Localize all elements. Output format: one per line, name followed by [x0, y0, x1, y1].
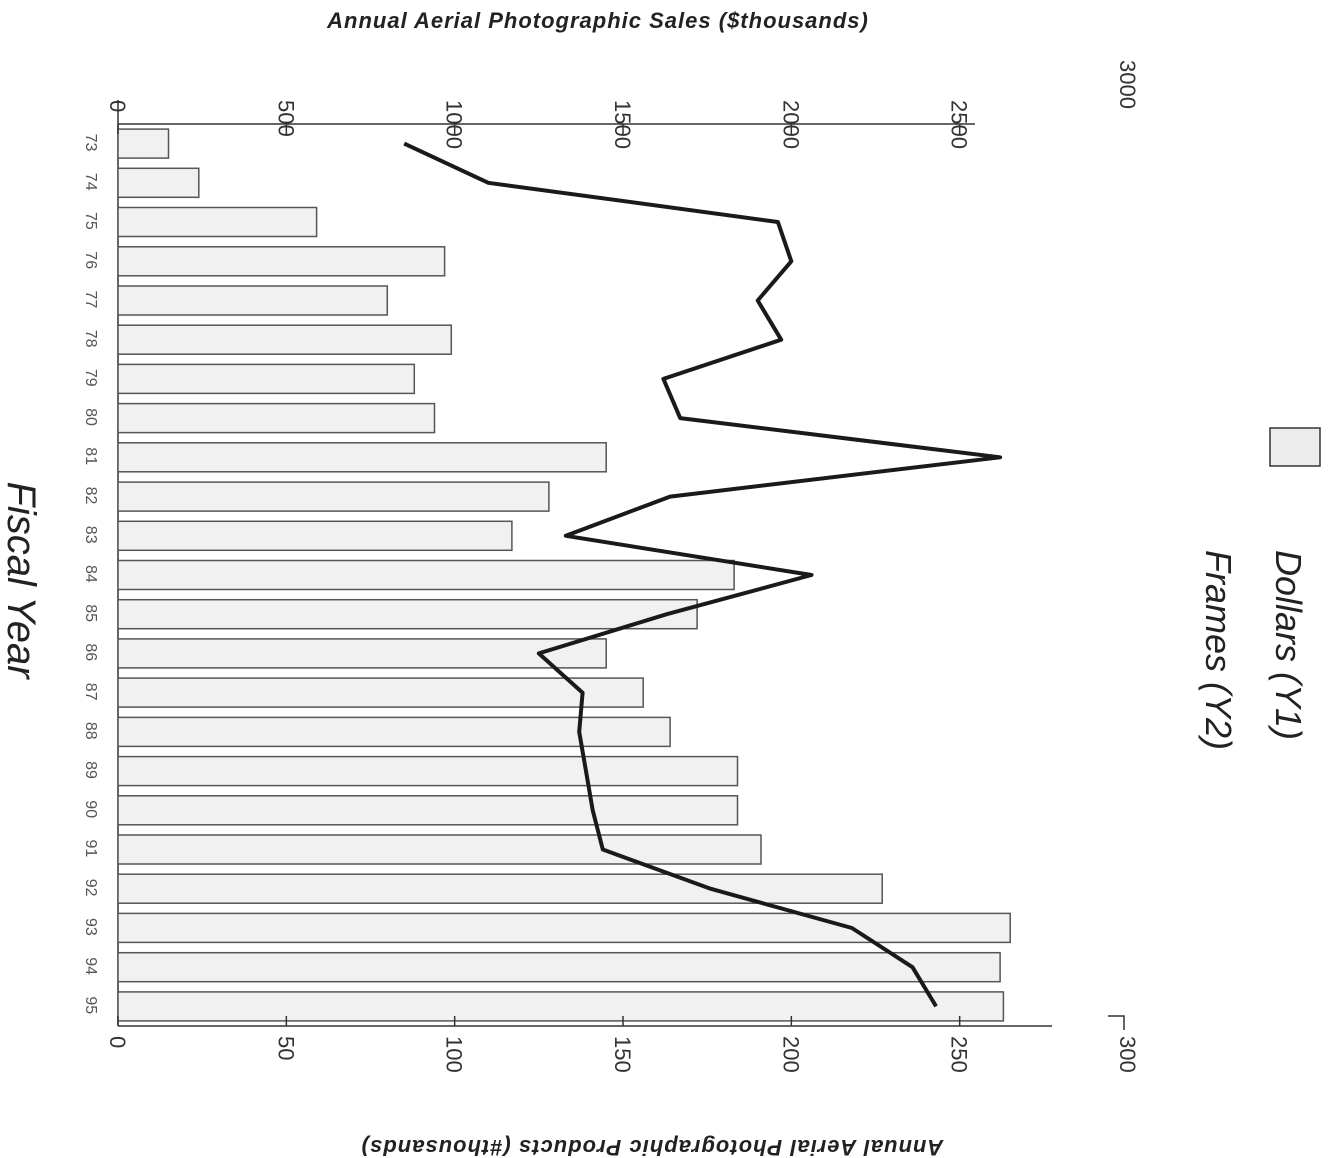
y2-tick-label: 100	[442, 1036, 467, 1073]
category-labels-group: 73 74 75 76 77 78 79 80 81 82 83 84 85 86 87 88 89 90 91 92…	[82, 134, 99, 1015]
legend-entry-frames: Frames (Y2)	[1198, 550, 1239, 750]
y2-ticks-group: 0 50 100 150 200 250 300	[105, 1015, 1140, 1073]
legend-swatch	[1269, 427, 1321, 467]
bar-frames-93	[117, 912, 1011, 944]
bar-frames-75	[117, 206, 318, 238]
category-label-91: 91	[82, 840, 99, 858]
category-label-75: 75	[82, 212, 99, 230]
category-label-78: 78	[82, 330, 99, 348]
category-label-81: 81	[82, 447, 99, 465]
category-label-76: 76	[82, 251, 99, 269]
bar-frames-89	[117, 755, 739, 787]
category-label-86: 86	[82, 643, 99, 661]
y2-tick-label: 250	[947, 1036, 972, 1073]
y2-tick-label: 200	[778, 1036, 803, 1073]
y1-tick-label: 500	[273, 100, 298, 137]
category-label-95: 95	[82, 996, 99, 1014]
y1-tick-label: 1500	[610, 100, 635, 149]
category-label-79: 79	[82, 369, 99, 387]
bar-frames-83	[117, 520, 513, 552]
bar-frames-77	[117, 285, 389, 316]
bar-frames-81	[117, 442, 607, 473]
category-label-83: 83	[82, 526, 99, 544]
bar-frames-78	[117, 324, 453, 355]
x-axis-title: Fiscal Year	[0, 481, 43, 680]
bar-frames-95	[117, 991, 1005, 1022]
y1-tick-label: 3000	[1115, 60, 1140, 109]
category-label-94: 94	[82, 957, 99, 975]
category-label-84: 84	[82, 565, 99, 583]
y1-tick-label: 1000	[442, 100, 467, 149]
y2-tick-label: 50	[273, 1036, 298, 1060]
bar-frames-73	[117, 128, 170, 159]
category-label-82: 82	[82, 487, 99, 505]
category-label-92: 92	[82, 879, 99, 897]
y1-ticks-group: 0 500 1000 1500 2000 2500 3000	[105, 60, 1140, 149]
bar-frames-76	[117, 246, 446, 277]
bar-frames-80	[117, 402, 436, 434]
category-label-87: 87	[82, 683, 99, 701]
category-label-85: 85	[82, 604, 99, 622]
bar-frames-74	[117, 167, 200, 199]
bar-frames-92	[117, 873, 883, 904]
bar-frames-90	[117, 795, 739, 826]
bar-frames-91	[117, 834, 762, 865]
bar-frames-94	[117, 951, 1001, 983]
bar-frames-88	[117, 716, 671, 748]
y2-axis-title: Annual Aerial Photographic Products (#th…	[361, 1135, 945, 1158]
plot-area: 0 500 1000 1500 2000 2500 3000 0 50 100 150 200 250…	[82, 60, 1140, 1073]
bar-frames-87	[117, 677, 644, 708]
y2-tick-label: 0	[105, 1036, 130, 1048]
y1-axis-title: Annual Aerial Photographic Sales ($thous…	[326, 8, 869, 33]
bar-frames-79	[117, 363, 416, 395]
category-label-89: 89	[82, 761, 99, 779]
y2-tick-label: 150	[610, 1036, 635, 1073]
category-label-93: 93	[82, 918, 99, 936]
dollars-line	[403, 141, 1003, 1008]
category-label-80: 80	[82, 408, 99, 426]
y1-tick-label: 0	[105, 100, 130, 112]
bars-group	[117, 128, 1011, 1022]
category-label-90: 90	[82, 800, 99, 818]
category-label-74: 74	[82, 173, 99, 191]
y2-tick-label: 300	[1115, 1036, 1140, 1073]
y1-tick-label: 2500	[947, 100, 972, 149]
legend-entry-dollars: Dollars (Y1)	[1268, 550, 1309, 740]
category-label-77: 77	[82, 291, 99, 309]
bar-frames-84	[117, 559, 735, 591]
bar-frames-85	[117, 598, 698, 630]
y2-axis-end-bracket	[1108, 1015, 1125, 1030]
legend: Dollars (Y1) Frames (Y2)	[1198, 427, 1321, 750]
bar-frames-86	[117, 638, 607, 669]
category-label-73: 73	[82, 134, 99, 152]
y1-tick-label: 2000	[778, 100, 803, 149]
bar-frames-82	[117, 481, 550, 512]
category-label-88: 88	[82, 722, 99, 740]
